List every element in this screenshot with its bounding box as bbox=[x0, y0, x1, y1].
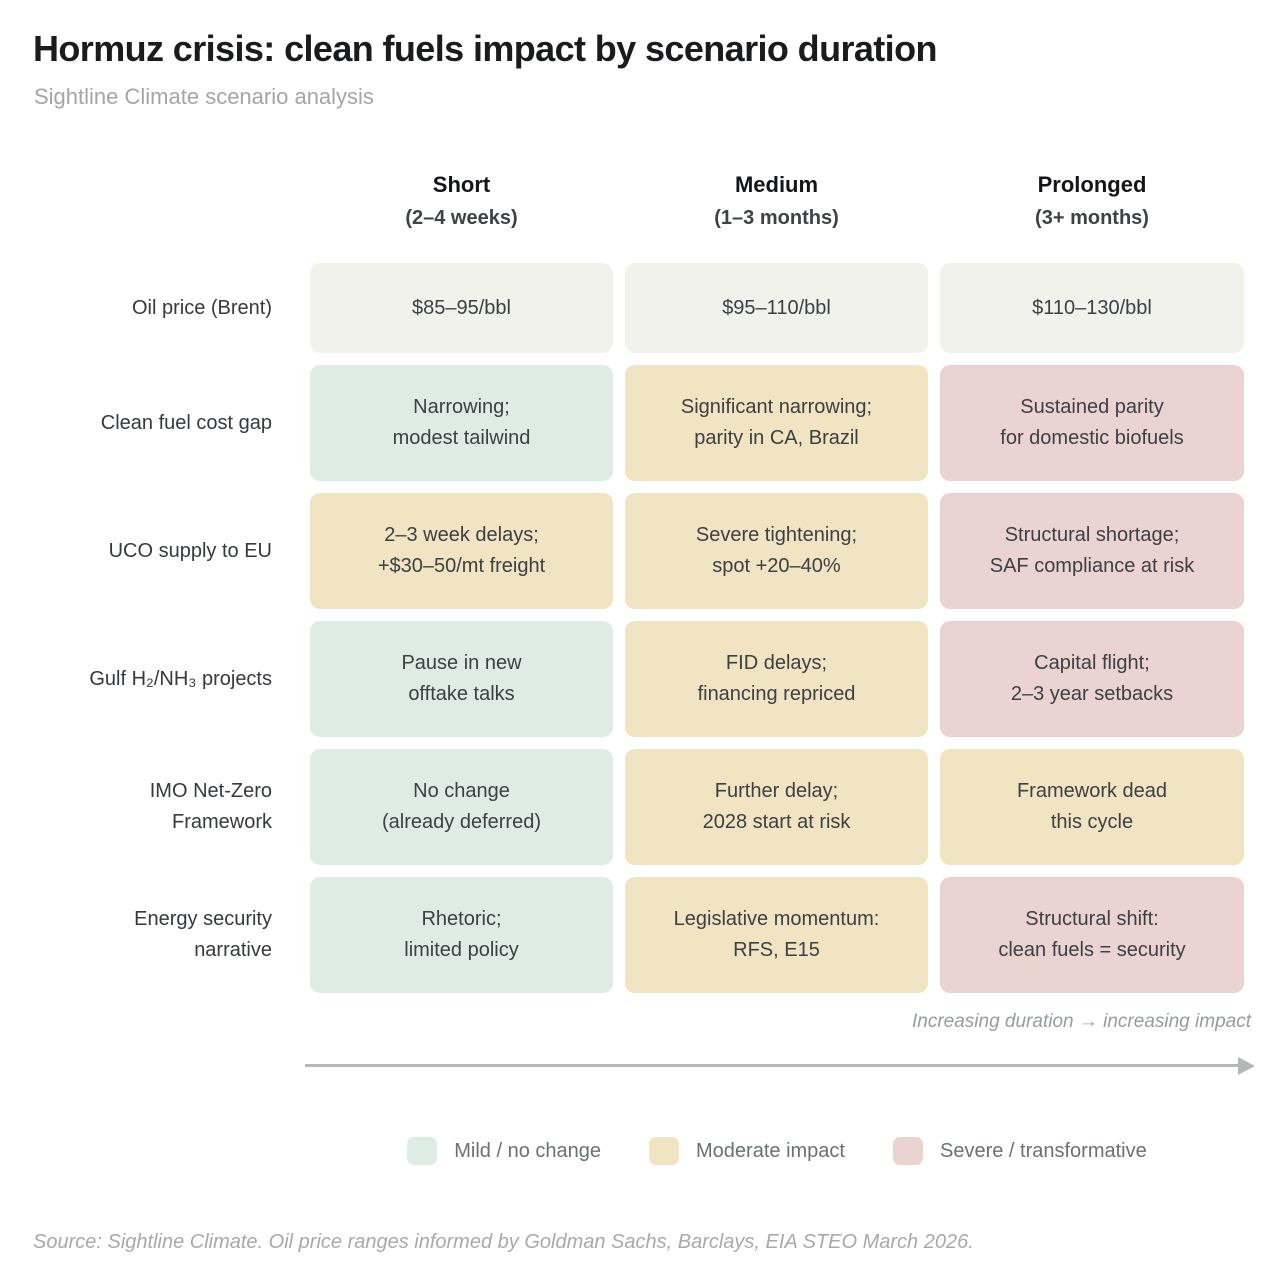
column-sublabel: (2–4 weeks) bbox=[405, 207, 518, 229]
column-header-short: Short (2–4 weeks) bbox=[310, 168, 613, 251]
duration-arrow-line bbox=[305, 1064, 1239, 1067]
column-sublabel: (1–3 months) bbox=[714, 207, 839, 229]
matrix-cell-gulf-short: Pause in new offtake talks bbox=[310, 621, 613, 737]
severe-swatch-icon bbox=[892, 1137, 923, 1165]
matrix-cell-imo-medium: Further delay; 2028 start at risk bbox=[625, 749, 928, 865]
matrix-cell-cost-gap-medium: Significant narrowing; parity in CA, Bra… bbox=[625, 365, 928, 481]
page-title: Hormuz crisis: clean fuels impact by sce… bbox=[33, 28, 937, 69]
page-subtitle: Sightline Climate scenario analysis bbox=[34, 84, 374, 109]
matrix-cell-uco-medium: Severe tightening; spot +20–40% bbox=[625, 493, 928, 609]
matrix-cell-imo-prolonged: Framework dead this cycle bbox=[940, 749, 1244, 865]
legend-item-severe: Severe / transformative bbox=[892, 1137, 1147, 1165]
matrix-cell-energy-medium: Legislative momentum: RFS, E15 bbox=[625, 877, 928, 993]
matrix-cell-energy-short: Rhetoric; limited policy bbox=[310, 877, 613, 993]
legend-label: Moderate impact bbox=[696, 1139, 845, 1162]
column-label: Prolonged bbox=[1037, 172, 1147, 197]
matrix-cell-imo-short: No change (already deferred) bbox=[310, 749, 613, 865]
matrix-cell-oil-price-prolonged: $110–130/bbl bbox=[940, 263, 1244, 353]
matrix-cell-cost-gap-prolonged: Sustained parity for domestic biofuels bbox=[940, 365, 1244, 481]
duration-arrow-head-icon bbox=[1238, 1057, 1255, 1075]
column-sublabel: (3+ months) bbox=[1035, 207, 1149, 229]
matrix-cell-oil-price-medium: $95–110/bbl bbox=[625, 263, 928, 353]
legend-item-mild: Mild / no change bbox=[407, 1137, 601, 1165]
matrix-cell-cost-gap-short: Narrowing; modest tailwind bbox=[310, 365, 613, 481]
row-label-cost-gap: Clean fuel cost gap bbox=[100, 411, 272, 434]
legend-label: Mild / no change bbox=[454, 1139, 602, 1162]
column-header-prolonged: Prolonged (3+ months) bbox=[940, 168, 1244, 251]
mild-swatch-icon bbox=[407, 1137, 438, 1165]
matrix-corner-spacer bbox=[0, 168, 298, 251]
matrix-cell-uco-short: 2–3 week delays; +$30–50/mt freight bbox=[310, 493, 613, 609]
row-label-oil-price: Oil price (Brent) bbox=[131, 296, 272, 319]
column-header-medium: Medium (1–3 months) bbox=[625, 168, 928, 251]
row-label-gulf-projects: Gulf H₂/NH₃ projects bbox=[89, 667, 272, 690]
legend-item-moderate: Moderate impact bbox=[649, 1137, 845, 1165]
source-note: Source: Sightline Climate. Oil price ran… bbox=[33, 1231, 974, 1253]
moderate-swatch-icon bbox=[649, 1137, 680, 1165]
duration-impact-annotation: Increasing duration → increasing impact bbox=[911, 1011, 1251, 1032]
matrix-cell-oil-price-short: $85–95/bbl bbox=[310, 263, 613, 353]
matrix-cell-gulf-prolonged: Capital flight; 2–3 year setbacks bbox=[940, 621, 1244, 737]
severity-legend: Mild / no change Moderate impact Severe … bbox=[310, 1137, 1244, 1165]
row-label-energy-security: Energy security narrative bbox=[134, 908, 272, 961]
row-label-uco-supply: UCO supply to EU bbox=[108, 539, 272, 562]
column-label: Medium bbox=[734, 172, 819, 197]
legend-label: Severe / transformative bbox=[939, 1139, 1147, 1162]
matrix-cell-gulf-medium: FID delays; financing repriced bbox=[625, 621, 928, 737]
matrix-cell-uco-prolonged: Structural shortage; SAF compliance at r… bbox=[940, 493, 1244, 609]
row-label-imo-framework: IMO Net-Zero Framework bbox=[149, 780, 272, 833]
matrix-cell-energy-prolonged: Structural shift: clean fuels = security bbox=[940, 877, 1244, 993]
scenario-matrix: Short (2–4 weeks) Medium (1–3 months) Pr… bbox=[0, 168, 1244, 993]
column-label: Short bbox=[432, 172, 491, 197]
